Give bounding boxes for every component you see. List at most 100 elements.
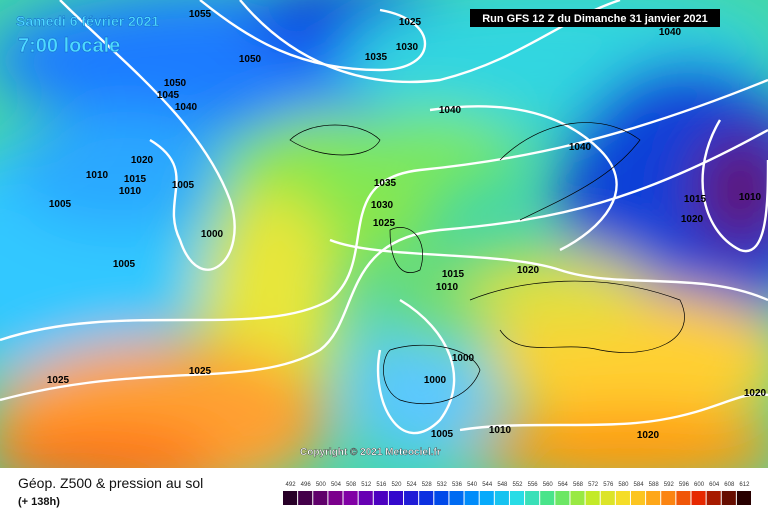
legend-value: 516	[376, 482, 387, 488]
legend-swatch	[570, 491, 585, 505]
legend-swatch	[328, 491, 343, 505]
legend-swatch	[404, 491, 419, 505]
legend-value: 580	[618, 482, 629, 488]
time: 7:00 locale	[18, 35, 120, 57]
legend-value: 560	[543, 482, 554, 488]
isobar-label: 1040	[175, 102, 198, 113]
legend-value: 588	[649, 482, 660, 488]
run-box	[470, 9, 720, 27]
isobar-label: 1045	[157, 90, 180, 101]
isobar-label: 1025	[399, 17, 422, 28]
legend-value: 504	[331, 482, 342, 488]
legend-value: 592	[664, 482, 675, 488]
legend-value: 572	[588, 482, 599, 488]
isobar-label: 1040	[569, 142, 592, 153]
legend-value: 544	[482, 482, 493, 488]
legend-value: 520	[391, 482, 402, 488]
legend-value: 612	[739, 482, 750, 488]
legend-value: 608	[724, 482, 735, 488]
isobar-label: 1010	[436, 282, 459, 293]
isobar-label: 1005	[113, 259, 136, 270]
legend-swatch	[494, 491, 509, 505]
isobar-label: 1050	[164, 78, 187, 89]
legend-swatch	[646, 491, 661, 505]
isobar-label: 1010	[739, 192, 762, 203]
legend-swatch	[600, 491, 615, 505]
legend-scale: 492 496 500 504 508 512 516 520 524 528 532 536 540 5…	[283, 482, 751, 505]
legend-swatch	[434, 491, 449, 505]
legend-value: 532	[437, 482, 448, 488]
legend-swatch	[283, 491, 298, 505]
isobar-label: 1015	[684, 194, 707, 205]
legend-value: 552	[512, 482, 523, 488]
legend-swatch	[706, 491, 721, 505]
legend-value: 564	[558, 482, 569, 488]
legend-swatch	[298, 491, 313, 505]
isobar-label: 1055	[189, 9, 212, 20]
legend-swatch	[313, 491, 328, 505]
map-field	[0, 0, 768, 468]
isobar-label: 1000	[201, 229, 224, 240]
legend-swatch	[540, 491, 555, 505]
legend-swatch	[388, 491, 404, 505]
isobar-label: 1020	[744, 388, 767, 399]
isobar-label: 1035	[365, 52, 388, 63]
isobar-label: 1000	[452, 353, 475, 364]
legend-swatch	[615, 491, 630, 505]
legend-swatch	[585, 491, 600, 505]
legend-value: 600	[694, 482, 705, 488]
legend-swatch	[525, 491, 540, 505]
isobar-label: 1005	[172, 180, 195, 191]
legend-swatch	[449, 491, 464, 505]
isobar-label: 1000	[424, 375, 447, 386]
isobar-label: 1020	[131, 155, 154, 166]
legend-value: 556	[528, 482, 539, 488]
isobar-label: 1010	[86, 170, 109, 181]
isobar-label: 1005	[431, 429, 454, 440]
legend-swatch	[676, 491, 691, 505]
legend-swatch	[358, 491, 373, 505]
isobar-label: 1040	[439, 105, 462, 116]
legend-swatch	[343, 491, 358, 505]
isobar-label: 1010	[119, 186, 142, 197]
isobar-label: 1025	[189, 366, 212, 377]
legend-value: 536	[452, 482, 463, 488]
isobar-label: 1015	[124, 174, 147, 185]
isobars	[0, 0, 768, 435]
legend-swatch	[419, 491, 434, 505]
legend-value: 496	[301, 482, 312, 488]
legend-value: 492	[286, 482, 297, 488]
legend-swatch	[661, 491, 676, 505]
legend-title: Géop. Z500 & pression au sol	[18, 475, 203, 491]
isobar-label: 1040	[659, 27, 682, 38]
legend-value: 528	[422, 482, 433, 488]
isobar-label: 1025	[373, 218, 396, 229]
isobar-label: 1005	[49, 199, 72, 210]
legend-swatch	[721, 491, 736, 505]
legend-value: 604	[709, 482, 720, 488]
date: Samedi 6 février 2021	[16, 13, 159, 29]
legend-swatch	[509, 491, 525, 505]
legend-swatch	[464, 491, 479, 505]
legend-swatch	[691, 491, 706, 505]
legend-value: 508	[346, 482, 357, 488]
legend-value: 568	[573, 482, 584, 488]
legend-value: 576	[603, 482, 614, 488]
isobar-label: 1015	[442, 269, 465, 280]
isobar-label: 1020	[681, 214, 704, 225]
isobar-label: 1030	[396, 42, 419, 53]
run-info: Run GFS 12 Z du Dimanche 31 janvier 2021	[482, 13, 708, 25]
copyright: Copyright © 2021 Meteociel.fr	[300, 447, 441, 458]
isobar-label: 1050	[239, 54, 262, 65]
legend-swatch	[555, 491, 570, 505]
coastlines	[289, 122, 685, 405]
isobar-label: 1030	[371, 200, 394, 211]
legend-value: 500	[316, 482, 327, 488]
isobar-label: 1035	[374, 178, 397, 189]
legend-value: 584	[634, 482, 645, 488]
legend-value: 524	[407, 482, 418, 488]
legend-swatch	[479, 491, 494, 505]
legend-swatch	[736, 491, 751, 505]
